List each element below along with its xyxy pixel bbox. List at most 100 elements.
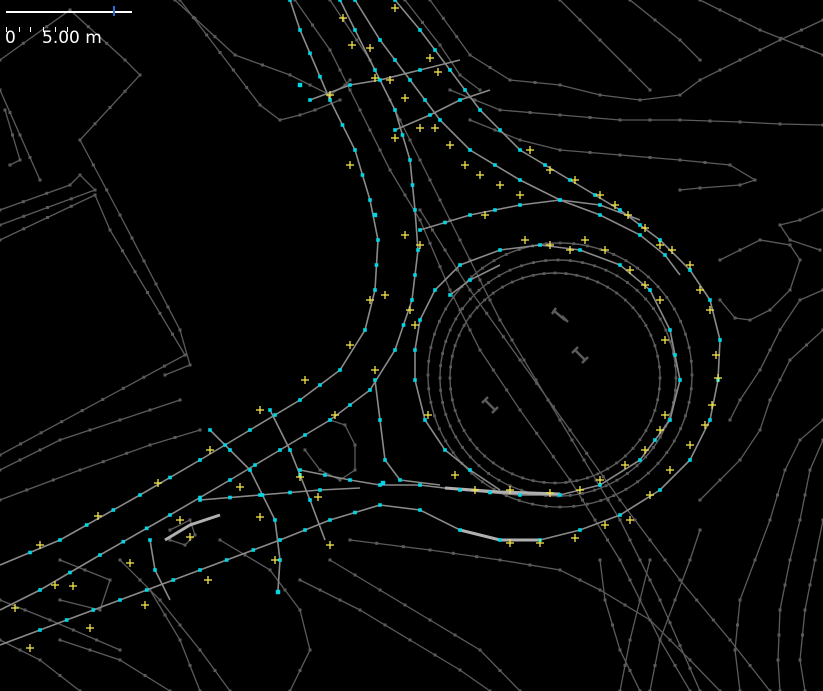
tagged-node[interactable] (581, 236, 589, 244)
way-node[interactable] (248, 428, 252, 432)
way-node[interactable] (418, 228, 422, 232)
way-node[interactable] (363, 328, 367, 332)
way-node[interactable] (273, 413, 277, 417)
tagged-node[interactable] (646, 491, 654, 499)
tagged-node[interactable] (86, 624, 94, 632)
way-node[interactable] (668, 328, 672, 332)
way-node[interactable] (708, 418, 712, 422)
tagged-node[interactable] (314, 493, 322, 501)
tagged-node[interactable] (346, 161, 354, 169)
way-node[interactable] (303, 433, 307, 437)
tagged-node[interactable] (661, 336, 669, 344)
way-node[interactable] (372, 212, 378, 218)
tagged-node[interactable] (381, 291, 389, 299)
way-node[interactable] (718, 338, 722, 342)
way-node[interactable] (228, 495, 232, 500)
tagged-node[interactable] (626, 516, 634, 524)
way-node[interactable] (463, 88, 467, 92)
way-node[interactable] (198, 495, 202, 500)
road-way[interactable] (419, 199, 641, 231)
tagged-node[interactable] (546, 241, 554, 249)
tagged-node[interactable] (451, 471, 459, 479)
way-node[interactable] (373, 68, 377, 72)
tagged-node[interactable] (506, 486, 514, 494)
tagged-node[interactable] (656, 241, 664, 249)
way-node[interactable] (543, 163, 547, 167)
tagged-node[interactable] (471, 486, 479, 494)
tagged-node[interactable] (576, 486, 584, 494)
way-node[interactable] (383, 458, 387, 462)
tagged-node[interactable] (69, 582, 77, 590)
way-node[interactable] (248, 468, 252, 472)
tagged-node[interactable] (391, 134, 399, 142)
tagged-node[interactable] (154, 479, 162, 487)
way-node[interactable] (368, 198, 372, 202)
way-node[interactable] (208, 428, 212, 432)
way-node[interactable] (433, 48, 437, 52)
way-node[interactable] (353, 28, 357, 32)
tagged-node[interactable] (366, 44, 374, 52)
way-node[interactable] (308, 98, 312, 102)
way-node[interactable] (28, 550, 32, 555)
tagged-node[interactable] (601, 521, 609, 529)
way-node[interactable] (458, 263, 462, 267)
tagged-node[interactable] (668, 246, 676, 254)
way-node[interactable] (518, 178, 522, 182)
way-node[interactable] (378, 483, 382, 487)
way-node[interactable] (558, 493, 562, 497)
road-way[interactable] (394, 89, 491, 131)
way-node[interactable] (368, 388, 372, 392)
tagged-node[interactable] (366, 296, 374, 304)
tagged-node[interactable] (256, 513, 264, 521)
way-nodes[interactable] (28, 0, 722, 632)
tagged-node[interactable] (686, 441, 694, 449)
way-node[interactable] (111, 508, 116, 512)
way-node[interactable] (598, 483, 602, 487)
way-node[interactable] (448, 293, 452, 297)
way-node[interactable] (498, 248, 502, 252)
way-node[interactable] (393, 108, 397, 112)
way-node[interactable] (288, 448, 292, 452)
way-node[interactable] (443, 448, 447, 452)
tagged-node[interactable] (411, 321, 419, 329)
way-node[interactable] (428, 113, 432, 117)
way-node[interactable] (418, 508, 422, 512)
way-node[interactable] (598, 213, 602, 217)
tagged-node[interactable] (434, 68, 442, 76)
way-node[interactable] (376, 238, 380, 242)
tagged-node[interactable] (141, 601, 149, 609)
tagged-node[interactable] (296, 473, 304, 481)
tagged-node[interactable] (236, 483, 244, 491)
tagged-node[interactable] (431, 124, 439, 132)
highlighted-way[interactable] (444, 486, 561, 496)
way-node[interactable] (400, 133, 405, 137)
way-node[interactable] (144, 526, 149, 531)
way-node[interactable] (168, 475, 172, 480)
tagged-node[interactable] (426, 54, 434, 62)
tagged-node[interactable] (601, 246, 609, 254)
tagged-node[interactable] (624, 211, 632, 219)
way-node[interactable] (118, 598, 122, 602)
way-node[interactable] (658, 488, 662, 492)
way-node[interactable] (458, 488, 462, 492)
way-node[interactable] (68, 570, 72, 575)
way-node[interactable] (658, 238, 662, 242)
way-node[interactable] (468, 278, 472, 282)
way-node[interactable] (578, 528, 582, 532)
way-node[interactable] (328, 98, 332, 102)
way-node[interactable] (378, 503, 382, 507)
way-node[interactable] (378, 38, 382, 42)
tagged-node[interactable] (348, 41, 356, 49)
way-node[interactable] (393, 128, 397, 132)
tagged-node[interactable] (424, 411, 432, 419)
tagged-node[interactable] (701, 421, 709, 429)
way-node[interactable] (168, 513, 172, 517)
tagged-node[interactable] (416, 124, 424, 132)
tagged-node[interactable] (661, 411, 669, 419)
way-node[interactable] (198, 568, 202, 572)
tagged-node[interactable] (656, 426, 664, 434)
way-node[interactable] (598, 203, 602, 207)
tagged-node[interactable] (596, 476, 604, 484)
tagged-node[interactable] (546, 166, 554, 174)
way-node[interactable] (148, 538, 152, 542)
